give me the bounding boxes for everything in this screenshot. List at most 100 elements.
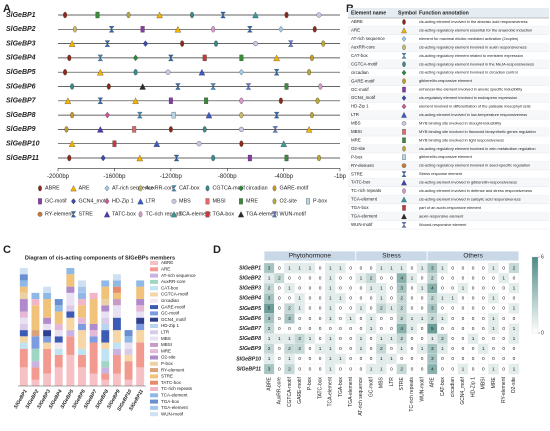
legend-swatch bbox=[150, 412, 158, 417]
cell-value: 1 bbox=[339, 356, 342, 362]
legend-label: TCA-element bbox=[161, 392, 188, 397]
motif bbox=[171, 111, 176, 119]
cell-value: 0 bbox=[319, 286, 322, 292]
table-symbol bbox=[401, 53, 407, 59]
cell-value: 0 bbox=[339, 336, 342, 342]
legend-symbol bbox=[205, 198, 210, 205]
cell-value: 0 bbox=[298, 356, 301, 362]
motif bbox=[305, 126, 313, 133]
bar-segment bbox=[136, 311, 145, 318]
motif bbox=[68, 40, 76, 47]
motif bbox=[317, 154, 321, 162]
cell-value: 0 bbox=[502, 336, 505, 342]
bar-segment bbox=[78, 317, 86, 324]
motif bbox=[64, 97, 72, 104]
cell-value: 1 bbox=[380, 296, 383, 302]
function-annotation: gibberellin-responsive element bbox=[419, 154, 473, 159]
cell-value: 0 bbox=[462, 296, 465, 302]
cell-value: 1 bbox=[462, 366, 465, 372]
element-name: AT-rich sequence bbox=[351, 36, 385, 41]
gene-label: SlGeBP7 bbox=[6, 98, 37, 105]
element-name: LTR bbox=[351, 112, 359, 117]
cell-value: 0 bbox=[309, 286, 312, 292]
legend-swatch bbox=[150, 305, 158, 310]
cell-value: 0 bbox=[319, 326, 322, 332]
bar-segment bbox=[66, 268, 75, 275]
colorbar-tick-label: 6 bbox=[541, 254, 544, 260]
cell-value: 1 bbox=[462, 286, 465, 292]
bar-segment bbox=[43, 336, 52, 343]
motif bbox=[273, 69, 280, 76]
cell-value: 1 bbox=[513, 366, 516, 372]
cell-value: 0 bbox=[513, 275, 516, 281]
motif bbox=[100, 154, 106, 162]
cell-value: 0 bbox=[319, 336, 322, 342]
cell-value: 0 bbox=[370, 336, 373, 342]
legend-label: TC-rich repeats bbox=[146, 212, 183, 218]
bar-segment bbox=[112, 373, 121, 386]
bar-segment bbox=[89, 299, 98, 324]
cell-value: 0 bbox=[278, 296, 281, 302]
table-symbol bbox=[401, 196, 407, 203]
motif bbox=[63, 11, 68, 19]
cell-value: 1 bbox=[513, 326, 516, 332]
cell-value: 1 bbox=[309, 265, 312, 271]
legend-symbol bbox=[306, 198, 310, 205]
legend-label: O2-site bbox=[161, 355, 176, 360]
bar-segment bbox=[101, 311, 110, 318]
cell-value: 0 bbox=[339, 306, 342, 312]
bar-segment bbox=[112, 280, 121, 287]
table-symbol bbox=[401, 69, 407, 76]
cell-value: 1 bbox=[329, 306, 332, 312]
cell-value: 0 bbox=[411, 346, 414, 352]
function-annotation: cis-acting regulatory element involved i… bbox=[419, 146, 536, 151]
bar-segment bbox=[136, 305, 145, 312]
cell-value: 0 bbox=[319, 306, 322, 312]
row-label: SlGeBP4 bbox=[239, 296, 261, 302]
motif bbox=[142, 40, 149, 47]
legend-label: MBS bbox=[161, 336, 171, 341]
bar-segment bbox=[89, 373, 98, 386]
cell-value: 0 bbox=[329, 326, 332, 332]
cell-value: 0 bbox=[390, 326, 393, 332]
motif bbox=[210, 83, 216, 90]
bar-segment bbox=[43, 292, 52, 300]
function-annotation: cis-acting regulatory element involved i… bbox=[419, 61, 534, 66]
legend-swatch bbox=[150, 342, 158, 347]
cell-value: 1 bbox=[298, 296, 301, 302]
cell-value: 0 bbox=[411, 336, 414, 342]
bar-segment bbox=[136, 299, 145, 306]
cell-value: 0 bbox=[278, 286, 281, 292]
cell-value: 1 bbox=[370, 326, 373, 332]
panel-label: A bbox=[3, 3, 11, 15]
legend-label: LTR bbox=[146, 199, 156, 205]
cell-value: 0 bbox=[278, 346, 281, 352]
motif bbox=[173, 154, 180, 162]
cell-value: 1 bbox=[390, 336, 393, 342]
column-label: GC-motif bbox=[368, 376, 374, 397]
x-tick-label: -1600bp bbox=[103, 174, 126, 180]
element-name: GARE-motif bbox=[351, 78, 375, 83]
function-annotation: cis-acting element involved in the absci… bbox=[419, 19, 528, 24]
cell-value: 0 bbox=[502, 366, 505, 372]
x-tick-label: -1200bp bbox=[160, 174, 183, 180]
cell-value: 0 bbox=[482, 286, 485, 292]
cell-value: 0 bbox=[339, 326, 342, 332]
motif bbox=[238, 68, 244, 76]
cell-value: 0 bbox=[309, 366, 312, 372]
function-annotation: cis-acting regulatory element involved i… bbox=[419, 44, 527, 49]
cell-value: 5 bbox=[268, 306, 271, 312]
bar-segment bbox=[19, 323, 28, 331]
table-symbol bbox=[402, 86, 406, 93]
cell-value: 0 bbox=[390, 286, 393, 292]
motif bbox=[139, 83, 146, 90]
legend-swatch bbox=[150, 261, 158, 265]
cell-value: 0 bbox=[421, 366, 424, 372]
cell-value: 1 bbox=[421, 316, 424, 322]
cell-value: 2 bbox=[288, 366, 291, 372]
gene-label: SlGeBP9 bbox=[6, 126, 36, 133]
motif bbox=[104, 40, 111, 47]
legend-swatch bbox=[150, 399, 158, 404]
cell-value: 4 bbox=[400, 326, 403, 332]
cell-value: 0 bbox=[451, 326, 454, 332]
